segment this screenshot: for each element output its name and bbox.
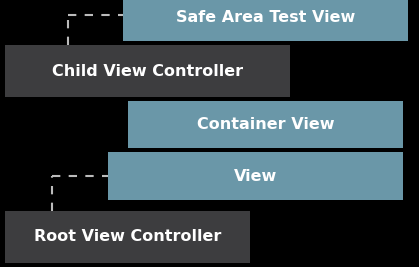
FancyBboxPatch shape <box>5 45 290 97</box>
Text: Container View: Container View <box>197 117 334 132</box>
FancyBboxPatch shape <box>108 152 403 200</box>
FancyBboxPatch shape <box>128 101 403 148</box>
FancyBboxPatch shape <box>5 211 250 263</box>
Text: Child View Controller: Child View Controller <box>52 64 243 79</box>
Text: Safe Area Test View: Safe Area Test View <box>176 10 355 25</box>
Text: View: View <box>234 169 277 184</box>
Text: Root View Controller: Root View Controller <box>34 229 221 244</box>
FancyBboxPatch shape <box>123 0 408 41</box>
